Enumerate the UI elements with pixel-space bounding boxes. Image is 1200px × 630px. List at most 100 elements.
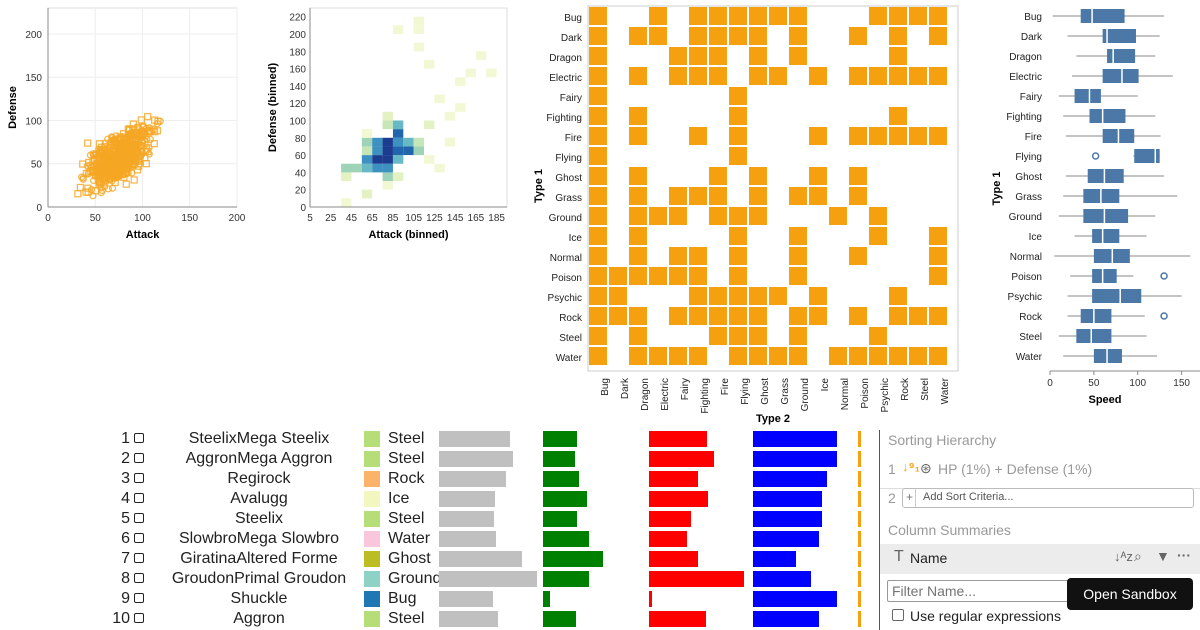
- matrix-cell: [589, 207, 607, 225]
- table-row[interactable]: 2 AggronMega Aggron Steel: [30, 449, 870, 469]
- type-label: Ground: [388, 570, 442, 587]
- x-tick-label: 150: [181, 213, 198, 224]
- table-row[interactable]: 8 GroudonPrimal Groudon Ground: [30, 569, 870, 589]
- scatter-point: [79, 174, 87, 182]
- sort-az-icon[interactable]: ↓ᴬz: [1114, 549, 1133, 564]
- heat-cell: [424, 59, 435, 69]
- type-label: Ice: [388, 490, 410, 507]
- matrix-cell: [709, 167, 727, 185]
- heat-cell: [444, 111, 456, 121]
- table-row[interactable]: 7 GiratinaAltered Forme Ghost: [30, 549, 870, 569]
- plus-icon: +: [906, 490, 914, 504]
- row-checkbox[interactable]: [134, 593, 144, 603]
- row-checkbox[interactable]: [134, 533, 144, 543]
- stat-bar: [858, 511, 861, 527]
- heat-cell: [341, 198, 352, 207]
- y-tick-label: 60: [295, 151, 307, 162]
- matrix-cell: [789, 327, 807, 345]
- row-checkbox[interactable]: [134, 613, 144, 623]
- type-swatch: [364, 511, 380, 527]
- y-axis-title: Defense (binned): [267, 63, 279, 153]
- y-tick-label: 200: [289, 30, 306, 41]
- sorting-hierarchy-title: Sorting Hierarchy: [888, 432, 997, 448]
- table-row[interactable]: 1 SteelixMega Steelix Steel: [30, 429, 870, 449]
- matrix-cell: [769, 347, 787, 365]
- stat-bar: [649, 491, 708, 507]
- stat-bar: [649, 511, 691, 527]
- open-sandbox-button[interactable]: Open Sandbox: [1067, 578, 1193, 610]
- y-tick-label: Dark: [1021, 32, 1043, 43]
- table-row[interactable]: 10 Aggron Steel: [30, 609, 870, 629]
- sort-criterion-1[interactable]: 1 ↓⁹₁ ⊛ HP (1%) + Defense (1%): [880, 456, 1200, 489]
- matrix-cell: [709, 207, 727, 225]
- filter-name-input[interactable]: [887, 580, 1077, 602]
- y-tick-label: Fairy: [560, 93, 582, 104]
- pokemon-name: GiratinaAltered Forme: [180, 550, 338, 567]
- row-checkbox[interactable]: [134, 473, 144, 483]
- table-row[interactable]: 4 Avalugg Ice: [30, 489, 870, 509]
- row-checkbox[interactable]: [134, 573, 144, 583]
- row-checkbox[interactable]: [134, 553, 144, 563]
- add-sort-criteria-select[interactable]: + Add Sort Criteria...: [902, 488, 1194, 508]
- row-checkbox[interactable]: [134, 513, 144, 523]
- scatter-point: [150, 128, 159, 136]
- name-column-summary-header[interactable]: T Name ↓ᴬz ⌕ ▼ ···: [880, 544, 1200, 574]
- matrix-cell: [689, 347, 707, 365]
- sort-desc-icon[interactable]: ↓⁹₁: [902, 459, 921, 474]
- heat-cell: [392, 129, 404, 138]
- y-tick-label: Psychic: [548, 293, 582, 304]
- filter-icon[interactable]: ▼: [1156, 548, 1170, 564]
- table-row[interactable]: 6 SlowbroMega Slowbro Water: [30, 529, 870, 549]
- y-tick-label: Psychic: [1008, 292, 1042, 303]
- heat-cell: [403, 137, 414, 147]
- matrix-cell: [669, 47, 687, 65]
- matrix-cell: [869, 347, 887, 365]
- stat-bar: [439, 571, 537, 587]
- box: [1076, 329, 1112, 343]
- matrix-cell: [729, 287, 747, 305]
- heat-cell: [392, 137, 404, 147]
- table-row[interactable]: 9 Shuckle Bug: [30, 589, 870, 609]
- y-tick-label: 40: [295, 168, 307, 179]
- matrix-cell: [889, 47, 907, 65]
- add-sort-label: Add Sort Criteria...: [923, 491, 1014, 503]
- y-tick-label: Normal: [550, 253, 582, 264]
- scatter-point: [103, 169, 111, 177]
- x-tick-label: 0: [1047, 378, 1053, 389]
- matrix-cell: [629, 327, 647, 345]
- matrix-cell: [649, 347, 667, 365]
- scatter-point: [96, 147, 105, 155]
- box: [1107, 49, 1136, 63]
- sort-index: 2: [888, 490, 896, 506]
- matrix-cell: [789, 267, 807, 285]
- scatter-point: [150, 116, 159, 124]
- matrix-cell: [809, 287, 827, 305]
- x-tick-label: Fire: [720, 378, 731, 396]
- matrix-cell: [709, 7, 727, 25]
- regex-checkbox[interactable]: [892, 609, 904, 621]
- column-summaries-title: Column Summaries: [888, 522, 1011, 538]
- table-row[interactable]: 3 Regirock Rock: [30, 469, 870, 489]
- scatter-chart: 0 50 100 150 200 0 50 100 150 200 Attack Defense: [7, 7, 246, 241]
- box: [1102, 29, 1136, 43]
- y-tick-label: Steel: [559, 333, 582, 344]
- search-icon[interactable]: ⌕: [1134, 548, 1142, 564]
- stat-bar: [543, 451, 576, 467]
- y-tick-label: Poison: [551, 273, 582, 284]
- row-checkbox[interactable]: [134, 433, 144, 443]
- ranking-table: 1 SteelixMega Steelix Steel 2 AggronMega Agg…: [30, 429, 870, 629]
- table-row[interactable]: 5 Steelix Steel: [30, 509, 870, 529]
- more-icon[interactable]: ···: [1177, 547, 1191, 563]
- heat-cell: [392, 25, 404, 34]
- matrix-cell: [789, 347, 807, 365]
- x-tick-label: 100: [134, 213, 151, 224]
- y-tick-label: Fighting: [546, 113, 582, 124]
- matrix-cell: [589, 167, 607, 185]
- stat-bar: [439, 611, 498, 627]
- scatter-point: [76, 183, 85, 192]
- row-checkbox[interactable]: [134, 453, 144, 463]
- scatter-point: [124, 135, 132, 144]
- scatter-point: [95, 180, 103, 189]
- row-checkbox[interactable]: [134, 493, 144, 503]
- x-tick-label: 50: [1088, 378, 1100, 389]
